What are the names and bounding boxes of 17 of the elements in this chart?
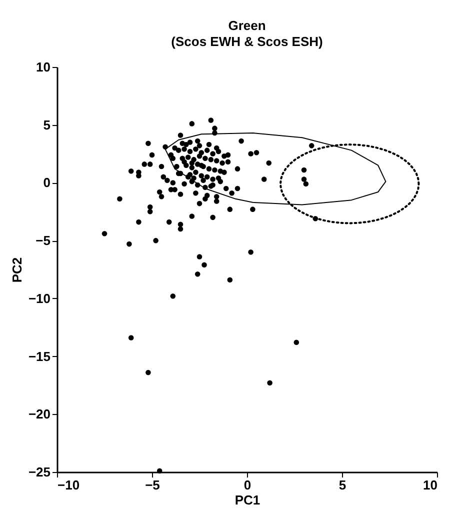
chart-subtitle: (Scos EWH & Scos ESH) [171, 34, 323, 49]
y-tick-label: 0 [43, 175, 50, 190]
y-tick-label: −5 [36, 233, 50, 248]
y-tick-label: −20 [28, 406, 50, 422]
x-tick-label: 10 [423, 478, 438, 492]
x-tick-label: 0 [244, 478, 252, 492]
y-tick-label: −25 [28, 464, 50, 480]
y-axis-title: PC2 [9, 257, 24, 283]
y-tick-label: 10 [36, 60, 50, 74]
x-tick-label: 5 [338, 478, 346, 492]
y-tick-label: 5 [43, 117, 50, 132]
x-tick-label: −5 [145, 478, 160, 492]
y-tick-label: −10 [28, 290, 50, 306]
x-axis-title: PC1 [234, 492, 260, 508]
y-tick-label: −15 [28, 348, 50, 364]
x-tick-label: −10 [58, 478, 80, 492]
chart-title: Green [228, 18, 266, 33]
